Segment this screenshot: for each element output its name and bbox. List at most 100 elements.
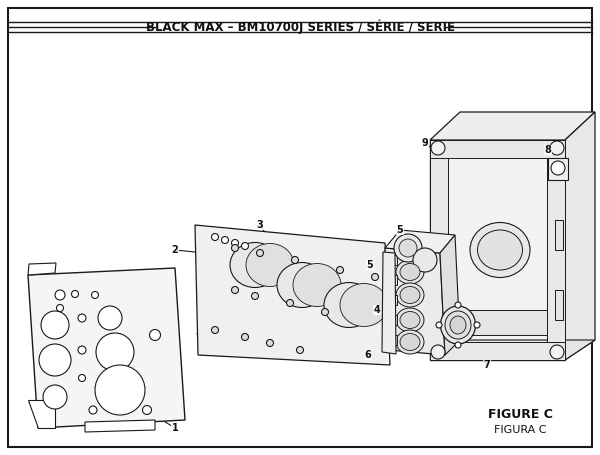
Text: 4: 4 [374,305,380,315]
Circle shape [296,347,304,354]
Circle shape [455,342,461,348]
Bar [385,255,397,265]
Circle shape [43,385,67,409]
Circle shape [337,267,343,273]
Circle shape [91,292,98,298]
Bar [555,290,563,320]
Ellipse shape [277,263,327,308]
Ellipse shape [396,260,424,284]
Text: BLACK MAX – BM10700J SERIES / SÉRIE / SERIE: BLACK MAX – BM10700J SERIES / SÉRIE / SE… [146,20,455,34]
Bar [555,220,563,250]
Circle shape [292,257,299,263]
Ellipse shape [340,283,388,327]
Circle shape [56,304,64,312]
Bar [385,335,397,345]
Circle shape [39,344,71,376]
Ellipse shape [246,243,294,287]
Polygon shape [430,140,565,360]
Text: FIGURA C: FIGURA C [494,425,546,435]
Circle shape [41,311,69,339]
Text: 8: 8 [545,145,551,155]
Polygon shape [440,235,460,355]
Text: 3: 3 [257,220,263,230]
Circle shape [79,374,86,381]
Ellipse shape [400,334,420,350]
Polygon shape [28,268,185,428]
Ellipse shape [396,308,424,332]
Ellipse shape [470,222,530,278]
Circle shape [221,237,229,243]
Circle shape [413,248,437,272]
Ellipse shape [450,316,466,334]
Bar [548,158,568,180]
Circle shape [241,334,248,340]
Polygon shape [385,230,455,253]
Ellipse shape [396,283,424,307]
Text: 1: 1 [172,423,178,433]
Circle shape [149,329,161,340]
Circle shape [55,290,65,300]
Bar [385,315,397,325]
Circle shape [143,405,151,415]
Ellipse shape [293,263,341,307]
Polygon shape [430,140,448,360]
Polygon shape [547,140,565,360]
Circle shape [431,141,445,155]
Polygon shape [448,310,547,335]
Circle shape [455,302,461,308]
Circle shape [212,233,218,241]
Polygon shape [385,248,445,355]
Polygon shape [565,112,595,360]
Polygon shape [430,140,565,158]
Circle shape [322,308,329,315]
Circle shape [474,322,480,328]
Text: 9: 9 [422,138,428,148]
Ellipse shape [396,330,424,354]
Ellipse shape [400,312,420,329]
Text: FIGURE C: FIGURE C [488,409,553,421]
Circle shape [232,287,239,293]
Circle shape [431,345,445,359]
Ellipse shape [324,283,374,328]
Circle shape [98,306,122,330]
Circle shape [212,327,218,334]
Polygon shape [382,252,396,354]
Circle shape [78,346,86,354]
Circle shape [551,161,565,175]
Bar [385,295,397,305]
Polygon shape [430,340,595,360]
Bar [385,275,397,285]
Circle shape [394,234,422,262]
Polygon shape [85,420,155,432]
Text: 5: 5 [367,260,373,270]
Circle shape [287,299,293,307]
Polygon shape [430,112,595,140]
Polygon shape [28,400,55,428]
Ellipse shape [230,243,280,288]
Circle shape [550,345,564,359]
Text: 2: 2 [172,245,178,255]
Text: 7: 7 [484,360,490,370]
Polygon shape [28,263,56,275]
Ellipse shape [400,287,420,303]
Circle shape [371,273,379,280]
Circle shape [266,339,274,347]
Circle shape [89,406,97,414]
Circle shape [232,239,239,247]
Text: 6: 6 [365,350,371,360]
Polygon shape [195,225,390,365]
Circle shape [399,239,417,257]
Circle shape [96,333,134,371]
Circle shape [95,365,145,415]
Circle shape [257,249,263,257]
Ellipse shape [400,263,420,280]
Circle shape [550,141,564,155]
Circle shape [251,293,259,299]
Circle shape [232,244,239,252]
Text: 5: 5 [397,225,403,235]
Ellipse shape [478,230,523,270]
Circle shape [241,243,248,249]
Ellipse shape [445,311,471,339]
Circle shape [71,290,79,298]
Polygon shape [430,342,565,360]
